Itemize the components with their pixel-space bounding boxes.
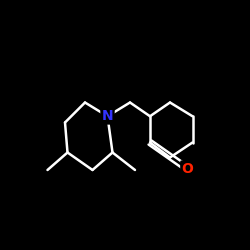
- Text: O: O: [182, 162, 194, 176]
- Text: N: N: [102, 109, 113, 123]
